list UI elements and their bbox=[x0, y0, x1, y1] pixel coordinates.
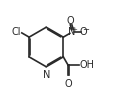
Text: OH: OH bbox=[79, 60, 94, 70]
Text: −: − bbox=[81, 25, 88, 34]
Text: +: + bbox=[71, 27, 76, 33]
Text: N: N bbox=[68, 27, 75, 37]
Text: Cl: Cl bbox=[11, 27, 21, 37]
Text: N: N bbox=[42, 70, 49, 80]
Text: O: O bbox=[78, 27, 86, 37]
Text: O: O bbox=[64, 79, 71, 89]
Text: O: O bbox=[66, 16, 73, 26]
